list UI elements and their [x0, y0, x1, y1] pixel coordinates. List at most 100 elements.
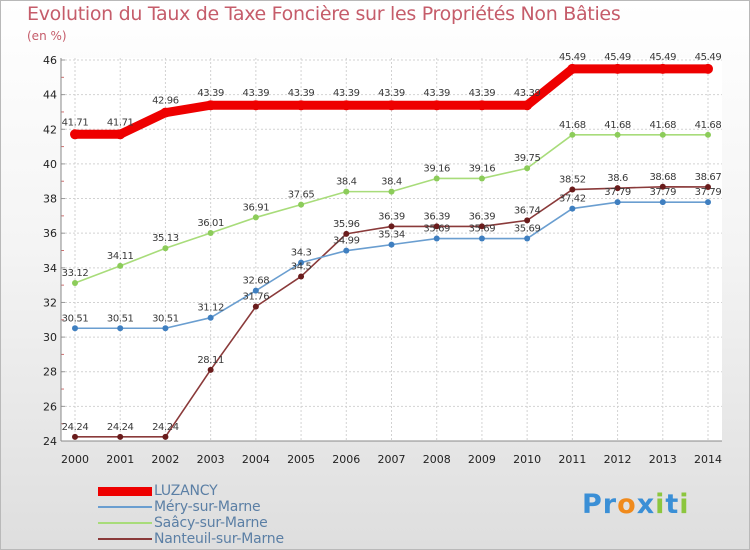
- y-tick-label: 26: [43, 400, 57, 413]
- data-point: [431, 100, 442, 111]
- data-point: [522, 100, 533, 111]
- proxiti-logo: Proxiti: [582, 489, 690, 520]
- data-label: 34.99: [333, 236, 360, 247]
- plot-area: [61, 58, 722, 441]
- data-point: [298, 273, 305, 280]
- y-tick-label: 36: [43, 227, 57, 240]
- data-label: 41.71: [62, 117, 89, 128]
- logo-letter: r: [602, 489, 618, 520]
- data-point: [524, 165, 531, 172]
- legend-item: Nanteuil-sur-Marne: [98, 531, 284, 547]
- data-point: [160, 107, 171, 118]
- y-tick-label: 44: [43, 89, 57, 102]
- x-tick-label: 2007: [378, 453, 406, 466]
- data-point: [478, 235, 485, 242]
- data-point: [524, 235, 531, 242]
- data-point: [388, 241, 395, 248]
- data-point: [207, 230, 214, 237]
- data-label: 35.69: [514, 224, 541, 235]
- x-tick-label: 2006: [332, 453, 360, 466]
- data-point: [476, 100, 487, 111]
- x-tick-label: 2009: [468, 453, 496, 466]
- data-point: [341, 100, 352, 111]
- y-tick-label: 34: [43, 262, 57, 275]
- x-tick-label: 2010: [513, 453, 541, 466]
- data-label: 41.71: [107, 117, 134, 128]
- data-label: 37.79: [604, 187, 631, 198]
- data-label: 43.39: [469, 88, 496, 99]
- data-point: [207, 366, 214, 373]
- data-point: [386, 100, 397, 111]
- x-tick-label: 2002: [151, 453, 179, 466]
- data-label: 37.79: [695, 187, 722, 198]
- data-label: 43.39: [333, 88, 360, 99]
- data-label: 28.11: [197, 355, 224, 366]
- legend-label: LUZANCY: [154, 483, 218, 499]
- logo-letter: x: [636, 489, 656, 520]
- x-tick-label: 2004: [242, 453, 270, 466]
- x-tick-label: 2008: [423, 453, 451, 466]
- data-label: 35.13: [152, 233, 179, 244]
- data-label: 43.39: [288, 88, 315, 99]
- data-label: 38.67: [695, 172, 722, 183]
- data-point: [207, 314, 214, 321]
- data-point: [72, 325, 78, 332]
- x-tick-label: 2000: [61, 453, 89, 466]
- data-point: [433, 223, 440, 230]
- logo-letter: P: [582, 489, 603, 520]
- data-label: 37.79: [649, 187, 676, 198]
- data-point: [614, 199, 621, 206]
- data-point: [252, 303, 259, 310]
- data-label: 39.16: [423, 163, 450, 174]
- data-point: [659, 183, 666, 190]
- y-tick-label: 46: [43, 54, 57, 67]
- data-point: [567, 63, 578, 74]
- data-point: [478, 223, 485, 230]
- data-point: [659, 131, 666, 138]
- data-point: [70, 129, 80, 140]
- x-tick-label: 2005: [287, 453, 315, 466]
- data-point: [72, 433, 78, 440]
- data-point: [433, 175, 440, 182]
- data-label: 41.68: [695, 120, 722, 131]
- data-label: 34.5: [291, 261, 312, 272]
- logo-letter: t: [665, 489, 680, 520]
- y-tick-label: 40: [43, 158, 57, 171]
- data-label: 41.68: [559, 120, 586, 131]
- chart-unit-label: (en %): [27, 29, 67, 43]
- data-point: [115, 129, 126, 140]
- data-label: 36.01: [197, 218, 224, 229]
- data-point: [703, 63, 713, 74]
- y-tick-label: 24: [43, 435, 57, 448]
- legend-item: Méry-sur-Marne: [98, 499, 284, 515]
- legend: LUZANCY Méry-sur-Marne Saâcy-sur-Marne Nant…: [98, 483, 284, 547]
- data-point: [614, 131, 621, 138]
- data-label: 43.39: [423, 88, 450, 99]
- data-label: 30.51: [107, 313, 134, 324]
- data-point: [705, 183, 711, 190]
- data-label: 45.49: [695, 52, 722, 63]
- data-point: [388, 223, 395, 230]
- data-point: [657, 63, 668, 74]
- legend-swatch: [98, 522, 152, 524]
- data-label: 33.12: [62, 268, 89, 279]
- data-label: 45.49: [559, 52, 586, 63]
- grid-layer: [61, 58, 722, 442]
- data-point: [614, 185, 621, 192]
- logo-letter: i: [655, 489, 666, 520]
- legend-label: Nanteuil-sur-Marne: [154, 531, 284, 547]
- x-tick-label: 2011: [558, 453, 586, 466]
- legend-swatch: [98, 538, 152, 540]
- data-label: 31.76: [243, 292, 270, 303]
- data-point: [388, 188, 395, 195]
- data-label: 38.68: [649, 172, 676, 183]
- data-label: 39.75: [514, 153, 541, 164]
- x-tick-label: 2013: [649, 453, 677, 466]
- data-label: 45.49: [649, 52, 676, 63]
- data-point: [343, 230, 350, 237]
- data-label: 39.16: [469, 163, 496, 174]
- data-point: [478, 175, 485, 182]
- logo-letter: i: [679, 489, 690, 520]
- data-point: [705, 131, 711, 138]
- value-label-layer: 41.71 41.71 42.96 43.39 43.39 43.39 43.39 43.39…: [62, 52, 722, 433]
